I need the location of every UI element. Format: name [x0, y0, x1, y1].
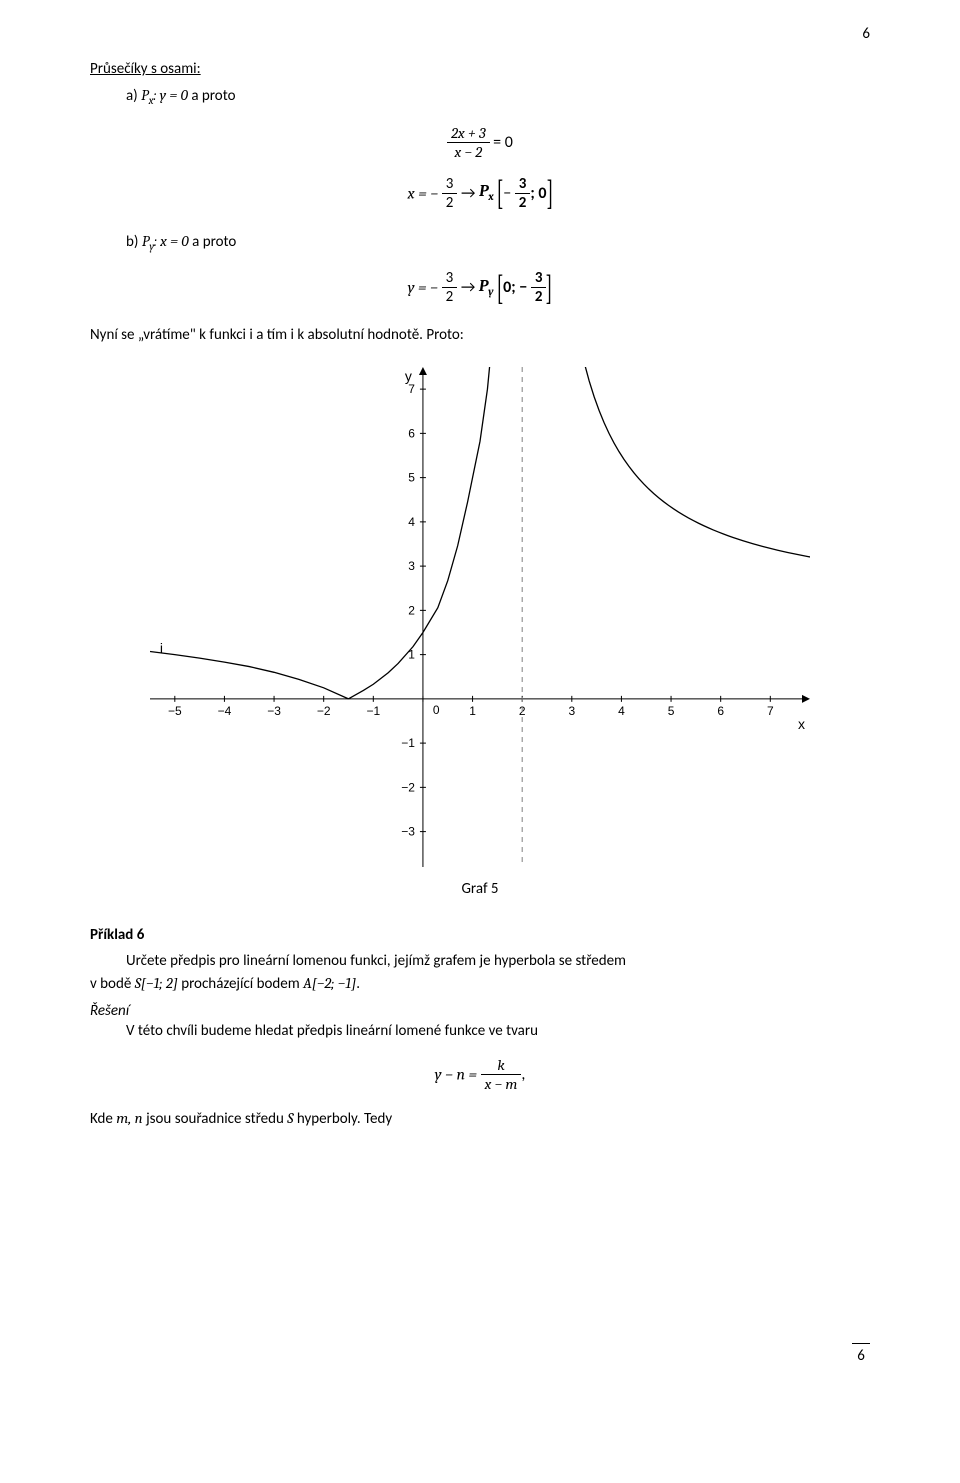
graph-svg: −5−4−3−2−112345670−3−2−11234567ixy	[150, 367, 810, 867]
item-b: b) Py: x = 0 a proto	[126, 230, 870, 256]
equation-2: x = − 3 2 → Px [− 3 2 ; 0]	[90, 175, 870, 212]
item-b-suffix: a proto	[189, 233, 237, 251]
svg-text:4: 4	[618, 703, 625, 717]
svg-text:1: 1	[408, 647, 415, 661]
svg-text:−1: −1	[366, 703, 380, 717]
svg-text:7: 7	[767, 703, 774, 717]
svg-text:7: 7	[408, 382, 415, 396]
problem6-body: Určete předpis pro lineární lomenou funk…	[90, 950, 870, 973]
page-number-top: 6	[862, 25, 870, 43]
svg-text:−2: −2	[401, 780, 415, 794]
item-a-suffix: a proto	[188, 87, 236, 105]
eq2-lhs: x = −	[408, 184, 442, 202]
item-a-math: Px: y = 0	[141, 86, 188, 104]
solution-line: V této chvíli budeme hledat předpis line…	[90, 1020, 870, 1043]
svg-text:5: 5	[668, 703, 675, 717]
item-a: a) Px: y = 0 a proto	[126, 84, 870, 110]
eq4-num: k	[481, 1056, 522, 1075]
page-number-bottom: 6	[852, 1343, 870, 1365]
eq3-inner-zero: 0	[503, 278, 511, 297]
p6-S: S[−1; 2]	[135, 974, 178, 992]
return-line: Nyní se „vrátíme" k funkci i a tím i k a…	[90, 324, 870, 347]
svg-text:−1: −1	[401, 736, 415, 750]
svg-text:−4: −4	[218, 703, 232, 717]
item-b-math: Py: x = 0	[142, 232, 189, 250]
eq2-inner-den: 2	[515, 194, 531, 212]
p6-b2-mid: procházející bodem	[178, 975, 303, 993]
svg-text:−3: −3	[267, 703, 281, 717]
svg-text:6: 6	[408, 426, 415, 440]
eq4-den: x − m	[481, 1075, 522, 1093]
eq3-inner-sep: ; −	[511, 278, 531, 297]
eq2-inner-zero: 0	[538, 184, 546, 203]
eq2-P: Px	[479, 182, 494, 200]
problem6-body2: v bodě S[−1; 2] procházející bodem A[−2;…	[90, 972, 870, 996]
problem6-title: Příklad 6	[90, 926, 870, 944]
eq4-comma: ,	[521, 1065, 525, 1084]
eq3-arrow: →	[457, 278, 479, 297]
svg-text:0: 0	[433, 702, 440, 716]
item-a-prefix: a)	[126, 87, 141, 105]
intersections-heading: Průsečíky s osami:	[90, 60, 870, 78]
p6-b2-prefix: v bodě	[90, 975, 135, 993]
eq1-den: x − 2	[447, 143, 489, 161]
svg-text:x: x	[798, 715, 805, 731]
graph-caption: Graf 5	[90, 880, 870, 898]
eq2-frac-num: 3	[442, 175, 458, 194]
svg-text:−2: −2	[317, 703, 331, 717]
eq2-inner-num: 3	[515, 175, 531, 194]
eq3-P: Py	[479, 277, 494, 295]
solution-label: Řešení	[90, 1002, 870, 1020]
eq2-arrow: →	[457, 184, 479, 203]
svg-text:2: 2	[408, 603, 415, 617]
equation-1: 2x + 3 x − 2 = 0	[90, 124, 870, 161]
eq3-frac-den: 2	[442, 288, 458, 306]
equation-3: y = − 3 2 → Py [0; − 3 2 ]	[90, 269, 870, 306]
eq2-frac-den: 2	[442, 194, 458, 212]
eq4-lhs: y − n =	[435, 1066, 481, 1084]
svg-text:4: 4	[408, 514, 415, 528]
svg-text:6: 6	[717, 703, 724, 717]
svg-text:1: 1	[469, 703, 476, 717]
svg-text:−3: −3	[401, 824, 415, 838]
graph-5: −5−4−3−2−112345670−3−2−11234567ixy	[90, 367, 870, 872]
eq1-num: 2x + 3	[447, 124, 489, 143]
svg-text:−5: −5	[168, 703, 182, 717]
eq3-inner-num: 3	[531, 269, 547, 288]
eq3-lhs: y = −	[408, 279, 442, 297]
eq2-inner-minus: −	[503, 184, 515, 203]
equation-4: y − n = k x − m ,	[90, 1056, 870, 1093]
where-line: Kde m, n jsou souřadnice středu S hyperb…	[90, 1107, 870, 1131]
svg-text:i: i	[160, 640, 163, 656]
p6-A: A[−2; −1]	[303, 974, 356, 992]
p6-body1: Určete předpis pro lineární lomenou funk…	[126, 952, 626, 970]
svg-text:3: 3	[408, 559, 415, 573]
eq1-rhs: = 0	[490, 133, 513, 152]
svg-text:3: 3	[568, 703, 575, 717]
eq3-inner-den: 2	[531, 288, 547, 306]
item-b-prefix: b)	[126, 233, 142, 251]
eq3-frac-num: 3	[442, 269, 458, 288]
p6-b2-suffix: .	[356, 975, 360, 993]
svg-text:y: y	[405, 368, 412, 384]
svg-text:5: 5	[408, 470, 415, 484]
